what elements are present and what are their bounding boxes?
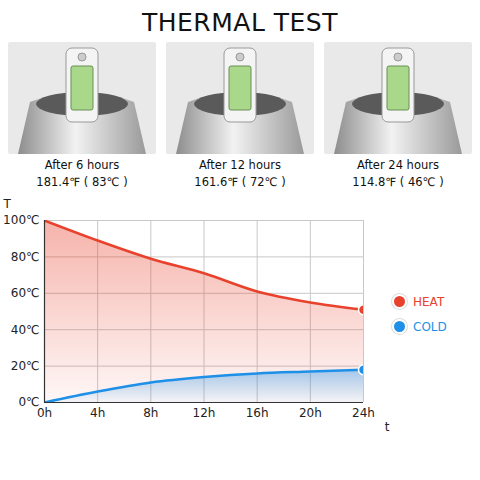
html-text:161.6℉ ( 72℃ ): 161.6℉ ( 72℃ ) [194, 175, 286, 189]
svg-text:16h: 16h [246, 406, 269, 420]
svg-text:8h: 8h [143, 406, 158, 420]
svg-text:T: T [3, 197, 12, 211]
svg-text:20h: 20h [299, 406, 322, 420]
svg-text:24h: 24h [352, 406, 375, 420]
svg-text:12h: 12h [193, 406, 216, 420]
svg-text:100℃: 100℃ [3, 213, 39, 227]
svg-text:20℃: 20℃ [11, 359, 40, 373]
svg-text:40℃: 40℃ [11, 323, 40, 337]
html-text:After 24 hours: After 24 hours [357, 158, 439, 172]
html-text:THERMAL TEST: THERMAL TEST [142, 8, 338, 37]
html-text:After 12 hours: After 12 hours [199, 158, 281, 172]
svg-text:0℃: 0℃ [18, 395, 40, 410]
html-text:114.8℉ ( 46℃ ): 114.8℉ ( 46℃ ) [352, 175, 444, 189]
svg-text:0h: 0h [37, 406, 52, 420]
svg-text:4h: 4h [90, 406, 105, 420]
svg-text:60℃: 60℃ [11, 286, 40, 300]
svg-text:80℃: 80℃ [11, 250, 40, 264]
html-text:HEAT: HEAT [413, 294, 445, 309]
html-text:COLD: COLD [413, 319, 447, 334]
html-text:181.4℉ ( 83℃ ): 181.4℉ ( 83℃ ) [36, 175, 128, 189]
html-text:After 6 hours: After 6 hours [44, 158, 120, 172]
svg-text:t: t [385, 420, 390, 433]
